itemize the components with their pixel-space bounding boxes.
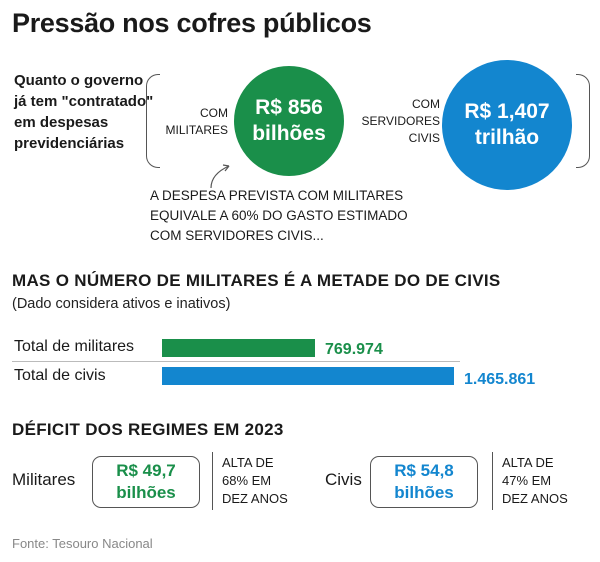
- civis-spending-circle: R$ 1,407 trilhão: [442, 60, 572, 190]
- question-label: Quanto o governo já tem "contratado" em …: [14, 72, 154, 152]
- civis-circle-label: COM SERVIDORES CIVIS: [361, 97, 440, 145]
- militares-spending-unit: bilhões: [252, 122, 326, 145]
- section-headcount-subtitle: (Dado considera ativos e inativos): [12, 296, 231, 312]
- deficit-militares-name: Militares: [12, 470, 76, 489]
- source-footer: Fonte: Tesouro Nacional: [12, 536, 153, 551]
- bar-value-militares: 769.974: [325, 341, 383, 358]
- deficit-civis-box: [370, 456, 478, 508]
- militares-circle-label: COM MILITARES: [165, 106, 228, 137]
- bar-label-militares: Total de militares: [14, 338, 135, 355]
- right-bracket: [576, 74, 590, 168]
- militares-spending-circle: R$ 856 bilhões: [234, 66, 344, 176]
- deficit-civis-value: R$ 54,8 bilhões: [394, 461, 454, 502]
- bar-militares: [162, 339, 315, 357]
- bar-label-civis: Total de civis: [14, 367, 106, 384]
- deficit-militares-note: ALTA DE 68% EM DEZ ANOS: [222, 455, 288, 506]
- deficit-militares-box: [92, 456, 200, 508]
- comparison-note: A DESPESA PREVISTA COM MILITARES EQUIVAL…: [150, 188, 408, 243]
- bar-value-civis: 1.465.861: [464, 371, 536, 388]
- militares-spending-value: R$ 856: [255, 96, 323, 119]
- deficit-militares-value: R$ 49,7 bilhões: [116, 461, 176, 502]
- deficit-militares-divider: [212, 452, 213, 510]
- civis-spending-value: R$ 1,407: [464, 100, 550, 123]
- bar-civis: [162, 367, 454, 385]
- section-deficit-title: DÉFICIT DOS REGIMES EM 2023: [12, 420, 284, 439]
- page-title: Pressão nos cofres públicos: [12, 8, 372, 38]
- deficit-civis-name: Civis: [325, 470, 362, 489]
- deficit-civis-note: ALTA DE 47% EM DEZ ANOS: [502, 455, 568, 506]
- deficit-civis-divider: [492, 452, 493, 510]
- section-headcount-title: MAS O NÚMERO DE MILITARES É A METADE DO …: [12, 271, 501, 290]
- note-pointer-arrow: [210, 164, 230, 189]
- bar-separator: [12, 361, 460, 362]
- civis-spending-unit: trilhão: [474, 126, 540, 149]
